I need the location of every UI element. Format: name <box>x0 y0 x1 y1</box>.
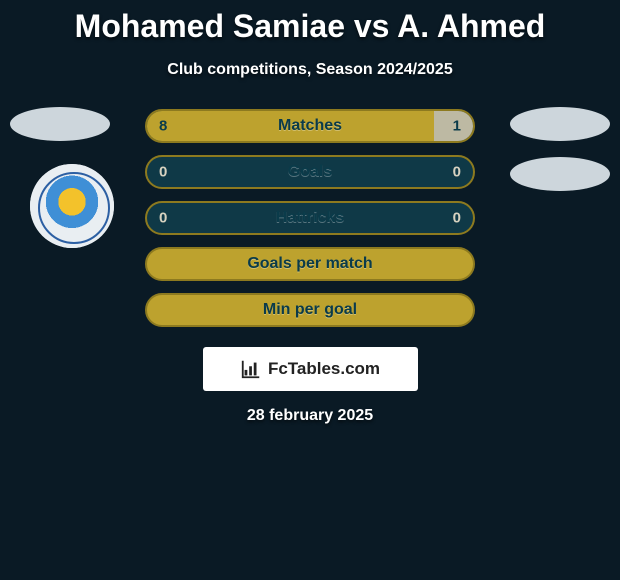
stat-value-right: 0 <box>453 210 461 227</box>
page-title: Mohamed Samiae vs A. Ahmed <box>0 0 620 45</box>
stat-label: Goals <box>288 163 332 181</box>
comparison-chart: Matches 8 1 Goals 0 0 Hattricks 0 0 Goals per mat… <box>0 109 620 425</box>
stat-bar: Min per goal <box>145 293 475 327</box>
subtitle: Club competitions, Season 2024/2025 <box>0 61 620 79</box>
player1-avatar-placeholder <box>10 107 110 141</box>
stat-bar: Hattricks 0 0 <box>145 201 475 235</box>
stat-value-left: 0 <box>159 164 167 181</box>
stat-value-left: 8 <box>159 118 167 135</box>
stat-bar: Goals per match <box>145 247 475 281</box>
chart-icon <box>240 358 262 380</box>
stat-value-left: 0 <box>159 210 167 227</box>
footer-date: 28 february 2025 <box>0 407 620 425</box>
stat-label: Min per goal <box>263 301 357 319</box>
stat-bar: Goals 0 0 <box>145 155 475 189</box>
player2-avatar-placeholder <box>510 107 610 141</box>
stat-label: Goals per match <box>247 255 372 273</box>
player2-avatar-placeholder-2 <box>510 157 610 191</box>
stat-bar: Matches 8 1 <box>145 109 475 143</box>
stat-label: Matches <box>278 117 342 135</box>
stat-bars: Matches 8 1 Goals 0 0 Hattricks 0 0 Goals per mat… <box>145 109 475 327</box>
stat-value-right: 0 <box>453 164 461 181</box>
brand-badge: FcTables.com <box>203 347 418 391</box>
stat-label: Hattricks <box>276 209 344 227</box>
club-logo <box>30 164 114 248</box>
brand-text: FcTables.com <box>268 359 380 379</box>
stat-value-right: 1 <box>453 118 461 135</box>
